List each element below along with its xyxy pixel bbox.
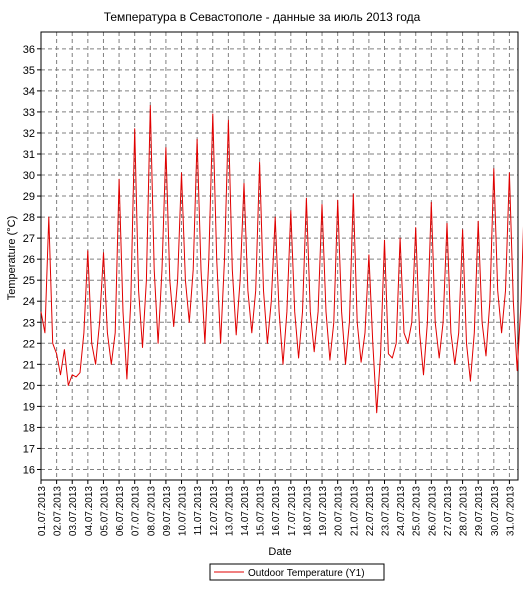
x-tick-label: 27.07.2013 bbox=[443, 486, 454, 536]
y-tick-label: 27 bbox=[23, 233, 35, 245]
x-tick-label: 08.07.2013 bbox=[146, 486, 157, 536]
y-axis-label: Temperature (°C) bbox=[6, 216, 18, 300]
x-tick-label: 26.07.2013 bbox=[427, 486, 438, 536]
y-tick-label: 19 bbox=[23, 401, 35, 413]
x-tick-label: 18.07.2013 bbox=[302, 486, 313, 536]
plot-area bbox=[41, 32, 518, 480]
x-tick-label: 06.07.2013 bbox=[115, 486, 126, 536]
x-tick-label: 12.07.2013 bbox=[209, 486, 220, 536]
chart-title: Температура в Севастополе - данные за ию… bbox=[104, 10, 421, 24]
y-tick-label: 35 bbox=[23, 65, 35, 77]
y-tick-label: 36 bbox=[23, 44, 35, 56]
x-tick-label: 15.07.2013 bbox=[256, 486, 267, 536]
x-tick-label: 10.07.2013 bbox=[178, 486, 189, 536]
y-tick-label: 17 bbox=[23, 443, 35, 455]
x-tick-label: 01.07.2013 bbox=[37, 486, 48, 536]
y-tick-label: 20 bbox=[23, 380, 35, 392]
x-tick-label: 24.07.2013 bbox=[396, 486, 407, 536]
x-tick-label: 09.07.2013 bbox=[162, 486, 173, 536]
x-tick-label: 03.07.2013 bbox=[68, 486, 79, 536]
y-tick-label: 25 bbox=[23, 275, 35, 287]
x-tick-label: 28.07.2013 bbox=[459, 486, 470, 536]
x-tick-label: 29.07.2013 bbox=[474, 486, 485, 536]
x-tick-label: 05.07.2013 bbox=[99, 486, 110, 536]
legend-box bbox=[209, 563, 385, 581]
y-tick-label: 21 bbox=[23, 359, 35, 371]
y-tick-label: 29 bbox=[23, 191, 35, 203]
y-tick-label: 32 bbox=[23, 128, 35, 140]
x-tick-label: 11.07.2013 bbox=[193, 486, 204, 536]
x-tick-label: 20.07.2013 bbox=[334, 486, 345, 536]
x-tick-label: 02.07.2013 bbox=[53, 486, 64, 536]
y-tick-label: 31 bbox=[23, 149, 35, 161]
y-tick-label: 23 bbox=[23, 317, 35, 329]
y-tick-label: 26 bbox=[23, 254, 35, 266]
x-tick-label: 25.07.2013 bbox=[412, 486, 423, 536]
x-tick-label: 23.07.2013 bbox=[381, 486, 392, 536]
grid-layer bbox=[40, 32, 518, 480]
legend: Outdoor Temperature (Y1) bbox=[209, 563, 385, 581]
x-tick-label: 19.07.2013 bbox=[318, 486, 329, 536]
y-tick-label: 33 bbox=[23, 107, 35, 119]
y-tick-label: 34 bbox=[23, 86, 35, 98]
x-tick-label: 17.07.2013 bbox=[287, 486, 298, 536]
axis-layer: 16 17 18 19 20 21 22 23 24 25 26 27 28 29 30 31 32 33 34 35… bbox=[23, 31, 519, 536]
x-tick-label: 22.07.2013 bbox=[365, 486, 376, 536]
x-tick-label: 21.07.2013 bbox=[349, 486, 360, 536]
legend-entry-outdoor-temperature: Outdoor Temperature (Y1) bbox=[248, 568, 365, 579]
x-axis-label: Date bbox=[268, 546, 291, 558]
x-tick-label: 14.07.2013 bbox=[240, 486, 251, 536]
x-tick-label: 31.07.2013 bbox=[505, 486, 516, 536]
y-tick-label: 22 bbox=[23, 338, 35, 350]
y-tick-label: 18 bbox=[23, 422, 35, 434]
y-tick-label: 30 bbox=[23, 170, 35, 182]
x-tick-label: 13.07.2013 bbox=[224, 486, 235, 536]
y-tick-label: 28 bbox=[23, 212, 35, 224]
x-tick-label: 16.07.2013 bbox=[271, 486, 282, 536]
series-layer bbox=[40, 105, 523, 414]
x-tick-label: 07.07.2013 bbox=[131, 486, 142, 536]
y-tick-label: 24 bbox=[23, 296, 35, 308]
plot-frame bbox=[40, 31, 519, 481]
y-tick-label: 16 bbox=[23, 464, 35, 476]
x-tick-label: 30.07.2013 bbox=[490, 486, 501, 536]
series-line-0 bbox=[40, 105, 523, 414]
x-tick-label: 04.07.2013 bbox=[84, 486, 95, 536]
